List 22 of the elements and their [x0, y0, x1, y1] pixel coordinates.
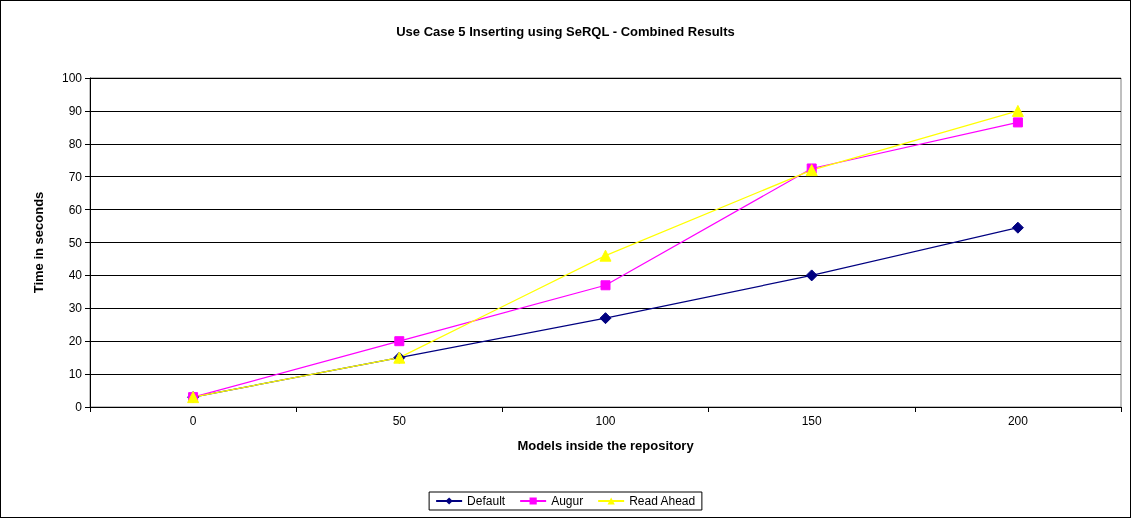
chart-title: Use Case 5 Inserting using SeRQL - Combined Results [396, 24, 735, 39]
y-tick-label: 90 [68, 103, 83, 118]
legend-label: Default [467, 494, 506, 508]
y-tick-label: 60 [68, 202, 83, 217]
legend-label: Read Ahead [629, 494, 696, 508]
y-tick-label: 10 [68, 367, 83, 382]
legend-label: Augur [551, 494, 584, 508]
x-tick-label: 50 [392, 414, 407, 428]
y-tick-label: 0 [75, 400, 83, 414]
x-tick-label: 150 [801, 414, 823, 428]
y-tick-label: 20 [68, 334, 83, 349]
y-tick-label: 80 [68, 136, 83, 151]
y-tick-label: 40 [68, 268, 83, 283]
y-tick-label: 30 [68, 301, 83, 316]
y-tick-label: 50 [68, 235, 83, 250]
y-tick-label: 70 [68, 169, 83, 184]
x-tick-label: 200 [1007, 414, 1029, 428]
y-axis-title: Time in seconds [31, 191, 46, 294]
x-tick-label: 0 [189, 414, 197, 428]
y-tick-label: 100 [61, 71, 83, 85]
x-tick-label: 100 [595, 414, 616, 428]
x-axis-title: Models inside the repository [517, 438, 695, 453]
